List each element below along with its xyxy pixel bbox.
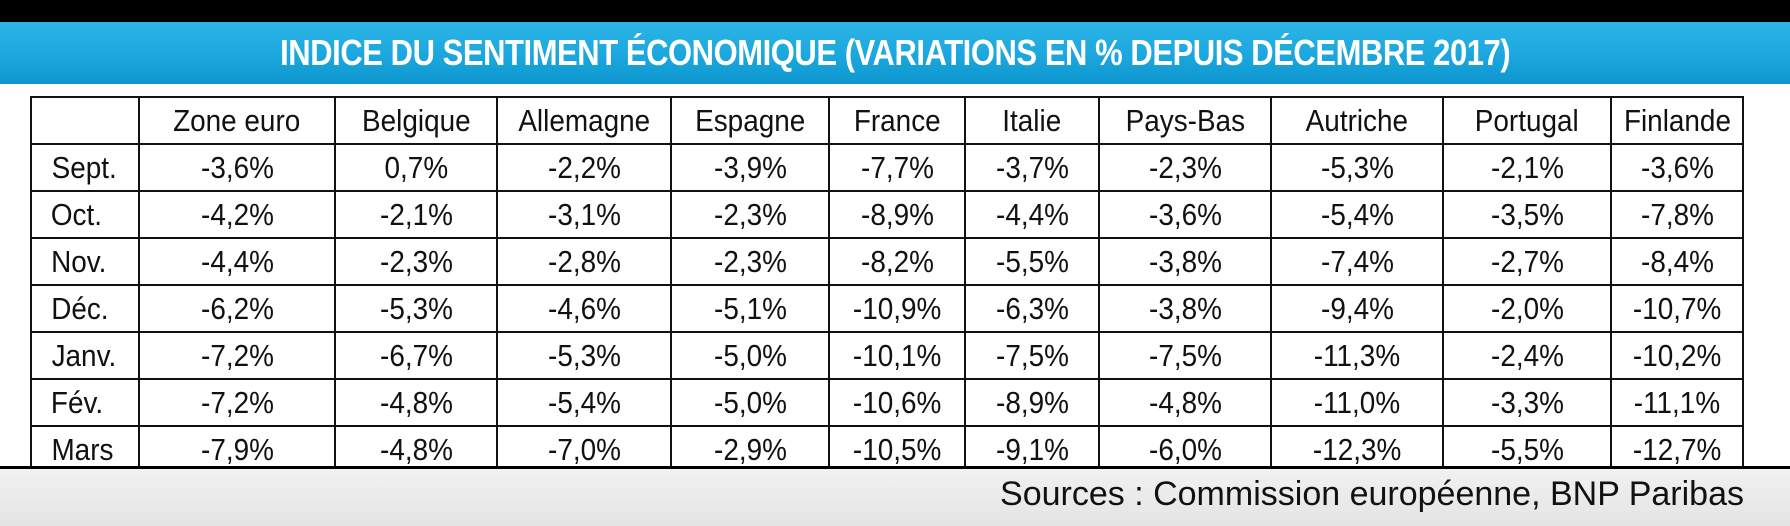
table-cell: -7,5%	[964, 331, 1100, 380]
table-cell: -5,3%	[496, 331, 672, 380]
table-cell: -8,2%	[828, 237, 966, 286]
table-cell: -10,2%	[1610, 331, 1744, 380]
table-cell: -5,5%	[1442, 425, 1612, 474]
table-cell: -3,8%	[1098, 284, 1272, 333]
table-cell: -2,2%	[496, 143, 672, 192]
column-header: Portugal	[1442, 96, 1612, 145]
table-cell: -3,6%	[138, 143, 336, 192]
column-header: Pays-Bas	[1098, 96, 1272, 145]
table-cell: -4,8%	[1098, 378, 1272, 427]
table-row: Fév. -7,2% -4,8% -5,4% -5,0% -10,6% -8,9% -4,8%…	[30, 378, 1744, 427]
table-cell: -7,4%	[1270, 237, 1444, 286]
table-cell: -7,8%	[1610, 190, 1744, 239]
row-label: Oct.	[30, 190, 140, 239]
column-header: Allemagne	[496, 96, 672, 145]
table-cell: -5,0%	[670, 378, 830, 427]
table-row: Nov. -4,4% -2,3% -2,8% -2,3% -8,2% -5,5% -3,8% -…	[30, 237, 1744, 286]
column-header: Autriche	[1270, 96, 1444, 145]
table-cell: -3,5%	[1442, 190, 1612, 239]
table-cell: -6,2%	[138, 284, 336, 333]
table-cell: -10,6%	[828, 378, 966, 427]
table-cell: -2,7%	[1442, 237, 1612, 286]
table-title: INDICE DU SENTIMENT ÉCONOMIQUE (VARIATIO…	[279, 32, 1511, 73]
column-header: Zone euro	[138, 96, 336, 145]
table-cell: -5,1%	[670, 284, 830, 333]
table-cell: -4,8%	[334, 378, 498, 427]
table-cell: -2,3%	[670, 237, 830, 286]
table-cell: -9,4%	[1270, 284, 1444, 333]
table-cell: -2,3%	[334, 237, 498, 286]
row-label: Nov.	[30, 237, 140, 286]
table-row: Janv. -7,2% -6,7% -5,3% -5,0% -10,1% -7,5% -7,5…	[30, 331, 1744, 380]
table-cell: -2,1%	[334, 190, 498, 239]
column-header: Italie	[964, 96, 1100, 145]
table-cell: -7,5%	[1098, 331, 1272, 380]
table-cell: -10,9%	[828, 284, 966, 333]
column-header: France	[828, 96, 966, 145]
table-body: Sept. -3,6% 0,7% -2,2% -3,9% -7,7% -3,7% -2,3% -…	[30, 143, 1744, 474]
title-band: INDICE DU SENTIMENT ÉCONOMIQUE (VARIATIO…	[0, 22, 1790, 84]
row-label: Fév.	[30, 378, 140, 427]
row-label: Déc.	[30, 284, 140, 333]
table-cell: -11,0%	[1270, 378, 1444, 427]
table-cell: -7,2%	[138, 378, 336, 427]
table-cell: -5,0%	[670, 331, 830, 380]
bottom-rule	[0, 466, 1790, 469]
table-cell: -11,1%	[1610, 378, 1744, 427]
table-row: Oct. -4,2% -2,1% -3,1% -2,3% -8,9% -4,4% -3,6% -…	[30, 190, 1744, 239]
table-cell: -7,9%	[138, 425, 336, 474]
table-cell: -3,9%	[670, 143, 830, 192]
table-cell: -3,3%	[1442, 378, 1612, 427]
table-container: Zone euro Belgique Allemagne Espagne Fra…	[30, 96, 1744, 474]
table-cell: -6,3%	[964, 284, 1100, 333]
footer-band	[0, 469, 1790, 526]
table-row: Déc. -6,2% -5,3% -4,6% -5,1% -10,9% -6,3% -3,8%…	[30, 284, 1744, 333]
row-label: Janv.	[30, 331, 140, 380]
column-header: Finlande	[1610, 96, 1744, 145]
table-cell: -3,1%	[496, 190, 672, 239]
table-cell: -2,0%	[1442, 284, 1612, 333]
top-black-bar	[0, 0, 1790, 22]
source-note: Sources : Commission européenne, BNP Par…	[1000, 475, 1744, 513]
row-label: Sept.	[30, 143, 140, 192]
table-cell: -4,6%	[496, 284, 672, 333]
table-cell: -2,1%	[1442, 143, 1612, 192]
table-cell: -2,3%	[1098, 143, 1272, 192]
table-cell: -11,3%	[1270, 331, 1444, 380]
header-row: Zone euro Belgique Allemagne Espagne Fra…	[30, 96, 1744, 145]
table-cell: -5,3%	[1270, 143, 1444, 192]
table-cell: -7,7%	[828, 143, 966, 192]
table-cell: -12,7%	[1610, 425, 1744, 474]
table-cell: -5,5%	[964, 237, 1100, 286]
table-cell: -5,3%	[334, 284, 498, 333]
table-cell: -4,4%	[138, 237, 336, 286]
corner-cell	[30, 96, 140, 145]
table-cell: -4,2%	[138, 190, 336, 239]
table-cell: -8,4%	[1610, 237, 1744, 286]
table-cell: -3,8%	[1098, 237, 1272, 286]
table-cell: -4,4%	[964, 190, 1100, 239]
table-cell: -2,4%	[1442, 331, 1612, 380]
table-cell: -10,7%	[1610, 284, 1744, 333]
table-cell: -2,3%	[670, 190, 830, 239]
table-cell: -10,1%	[828, 331, 966, 380]
table-cell: -8,9%	[828, 190, 966, 239]
table-cell: -10,5%	[828, 425, 966, 474]
sentiment-table: Zone euro Belgique Allemagne Espagne Fra…	[30, 96, 1744, 474]
table-cell: -5,4%	[1270, 190, 1444, 239]
row-label: Mars	[30, 425, 140, 474]
table-cell: -3,7%	[964, 143, 1100, 192]
table-cell: -8,9%	[964, 378, 1100, 427]
table-row: Sept. -3,6% 0,7% -2,2% -3,9% -7,7% -3,7% -2,3% -…	[30, 143, 1744, 192]
table-cell: -3,6%	[1098, 190, 1272, 239]
table-cell: -7,2%	[138, 331, 336, 380]
table-cell: -4,8%	[334, 425, 498, 474]
column-header: Espagne	[670, 96, 830, 145]
table-cell: 0,7%	[334, 143, 498, 192]
table-cell: -2,8%	[496, 237, 672, 286]
table-cell: -3,6%	[1610, 143, 1744, 192]
table-cell: -6,7%	[334, 331, 498, 380]
table-cell: -5,4%	[496, 378, 672, 427]
column-header: Belgique	[334, 96, 498, 145]
